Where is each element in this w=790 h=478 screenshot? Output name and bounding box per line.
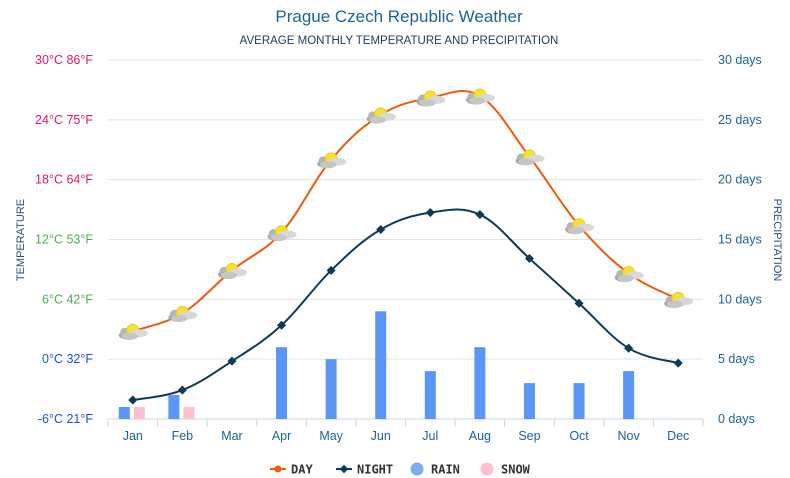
x-tick-label: Mar	[221, 429, 243, 443]
rain-bar	[623, 371, 635, 419]
x-tick-label: Oct	[569, 429, 589, 443]
legend-circle-icon	[410, 462, 424, 476]
y-tick-label: 12°C 53°F	[35, 233, 93, 247]
y-tick-label: 18°C 64°F	[35, 173, 93, 187]
partly-cloudy-icon	[118, 323, 148, 340]
cloud-shape	[270, 234, 287, 242]
y-axis-ticks: 30°C 86°F 24°C 75°F 18°C 64°F 12°C 53°F 6°C …	[35, 53, 93, 426]
night-point	[475, 210, 485, 220]
x-tick-label: Aug	[469, 429, 491, 443]
partly-cloudy-icon	[366, 107, 396, 124]
x-tick-label: Dec	[667, 429, 689, 443]
legend-label: SNOW	[501, 463, 531, 477]
y-tick-label: -6°C 21°F	[38, 412, 94, 426]
y2-tick-label: 5 days	[718, 352, 755, 366]
rain-bar	[276, 347, 288, 419]
y-tick-label: 6°C 42°F	[42, 292, 93, 306]
y2-tick-label: 20 days	[718, 173, 762, 187]
x-tick-label: Nov	[618, 429, 641, 443]
y2-axis-title: PRECIPITATION	[771, 199, 783, 282]
chart-subtitle: AVERAGE MONTHLY TEMPERATURE AND PRECIPIT…	[240, 35, 559, 47]
cloud-shape	[369, 116, 386, 124]
legend-item-night: NIGHT	[336, 463, 393, 477]
partly-cloudy-icon	[515, 149, 545, 166]
cloud-shape	[320, 161, 337, 169]
night-point	[227, 356, 237, 366]
y2-axis-ticks: 30 days 25 days 20 days 15 days 10 days 5 day…	[718, 53, 762, 426]
cloud-shape	[468, 97, 485, 105]
legend-label: RAIN	[431, 463, 460, 477]
rain-bar	[325, 359, 337, 419]
legend-label: DAY	[291, 463, 313, 477]
legend-item-rain: RAIN	[410, 462, 460, 477]
night-point	[425, 208, 435, 218]
legend-dot-icon	[274, 465, 282, 473]
rain-bar	[424, 371, 436, 419]
night-point	[376, 225, 386, 235]
legend-item-day: DAY	[270, 463, 313, 477]
gridlines	[108, 59, 703, 420]
rain-bar	[375, 311, 387, 419]
cloud-shape	[518, 158, 535, 166]
partly-cloudy-icon	[465, 88, 495, 105]
cloud-shape	[617, 274, 634, 282]
partly-cloudy-icon	[168, 305, 198, 322]
cloud-shape	[171, 314, 188, 322]
rain-bar	[168, 395, 180, 419]
legend: DAY NIGHT RAIN SNOW	[270, 462, 531, 477]
legend-label: NIGHT	[357, 463, 393, 477]
partly-cloudy-icon	[614, 266, 644, 282]
rain-bar	[474, 347, 486, 419]
partly-cloudy-icon	[267, 225, 297, 242]
y-axis-title: TEMPERATURE	[15, 199, 27, 281]
y2-tick-label: 10 days	[718, 292, 762, 306]
night-point	[524, 253, 534, 263]
x-tick-label: Jul	[422, 429, 438, 443]
snow-bar	[183, 407, 195, 419]
partly-cloudy-icon	[217, 263, 247, 279]
partly-cloudy-icon	[317, 152, 347, 169]
y-tick-label: 24°C 75°F	[35, 113, 93, 127]
night-point	[673, 358, 683, 368]
cloud-shape	[568, 227, 585, 235]
partly-cloudy-icon	[664, 291, 694, 308]
partly-cloudy-icon	[565, 218, 595, 235]
precipitation-bars	[118, 311, 635, 419]
x-tick-label: May	[319, 429, 343, 443]
legend-diamond-icon	[339, 464, 349, 474]
y-tick-label: 30°C 86°F	[35, 53, 93, 67]
y2-tick-label: 30 days	[718, 53, 762, 67]
x-tick-label: Jan	[123, 429, 143, 443]
cloud-shape	[419, 99, 436, 107]
rain-bar	[523, 383, 535, 419]
rain-bar	[573, 383, 585, 419]
chart-title: Prague Czech Republic Weather	[275, 7, 523, 26]
legend-circle-icon	[480, 462, 494, 476]
cloud-shape	[121, 332, 138, 340]
x-tick-label: Apr	[272, 429, 291, 443]
y2-tick-label: 0 days	[718, 412, 755, 426]
night-point	[177, 385, 187, 395]
x-axis: Jan Feb Mar Apr May Jun Jul Aug Sep Oct Nov Dec	[107, 419, 704, 443]
x-tick-label: Jun	[371, 429, 391, 443]
legend-item-snow: SNOW	[480, 462, 531, 477]
y-tick-label: 0°C 32°F	[42, 352, 93, 366]
snow-bar	[133, 407, 145, 419]
night-point	[128, 395, 138, 405]
partly-cloudy-icon	[416, 90, 446, 107]
rain-bar	[118, 407, 130, 419]
night-line	[132, 208, 679, 402]
day-line	[132, 89, 679, 333]
cloud-shape	[667, 300, 684, 308]
x-tick-label: Sep	[518, 429, 540, 443]
x-tick-label: Feb	[172, 429, 194, 443]
cloud-shape	[220, 271, 237, 279]
temperature-lines	[118, 88, 694, 405]
y2-tick-label: 25 days	[718, 113, 762, 127]
y2-tick-label: 15 days	[718, 233, 762, 247]
